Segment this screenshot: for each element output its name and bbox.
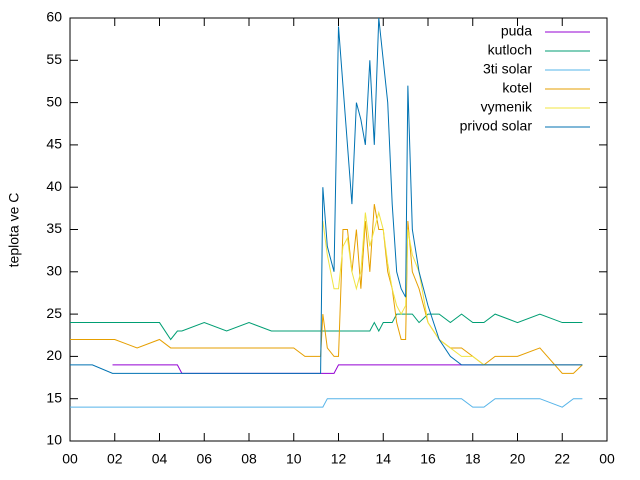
series-line <box>70 204 583 374</box>
legend-label: puda <box>501 23 532 39</box>
legend-label: kutloch <box>488 42 532 58</box>
legend-label: kotel <box>502 80 532 96</box>
x-tick-label: 18 <box>465 451 481 467</box>
y-tick-label: 50 <box>46 93 62 109</box>
series-line <box>112 364 583 374</box>
x-tick-label: 06 <box>196 451 212 467</box>
x-tick-label: 10 <box>286 451 302 467</box>
x-tick-label: 12 <box>331 451 347 467</box>
series-line <box>70 398 583 408</box>
x-tick-label: 14 <box>375 451 391 467</box>
legend-label: privod solar <box>460 118 533 134</box>
y-tick-label: 30 <box>46 263 62 279</box>
y-tick-label: 25 <box>46 305 62 321</box>
y-axis-label: teplota ve C <box>6 193 22 268</box>
x-tick-label: 00 <box>599 451 615 467</box>
y-tick-label: 40 <box>46 178 62 194</box>
series-line <box>322 210 583 366</box>
x-tick-label: 20 <box>510 451 526 467</box>
x-tick-label: 22 <box>554 451 570 467</box>
x-tick-label: 08 <box>241 451 257 467</box>
legend-label: 3ti solar <box>483 61 532 77</box>
legend-label: vymenik <box>481 99 533 115</box>
y-tick-label: 35 <box>46 220 62 236</box>
y-tick-label: 55 <box>46 51 62 67</box>
x-tick-label: 00 <box>62 451 78 467</box>
y-tick-label: 10 <box>46 432 62 448</box>
x-tick-label: 02 <box>107 451 123 467</box>
series-line <box>70 313 583 341</box>
y-tick-label: 60 <box>46 9 62 25</box>
x-tick-label: 16 <box>420 451 436 467</box>
y-tick-label: 45 <box>46 136 62 152</box>
series-line <box>70 17 583 374</box>
y-tick-label: 15 <box>46 389 62 405</box>
y-tick-label: 20 <box>46 347 62 363</box>
x-tick-label: 04 <box>152 451 168 467</box>
